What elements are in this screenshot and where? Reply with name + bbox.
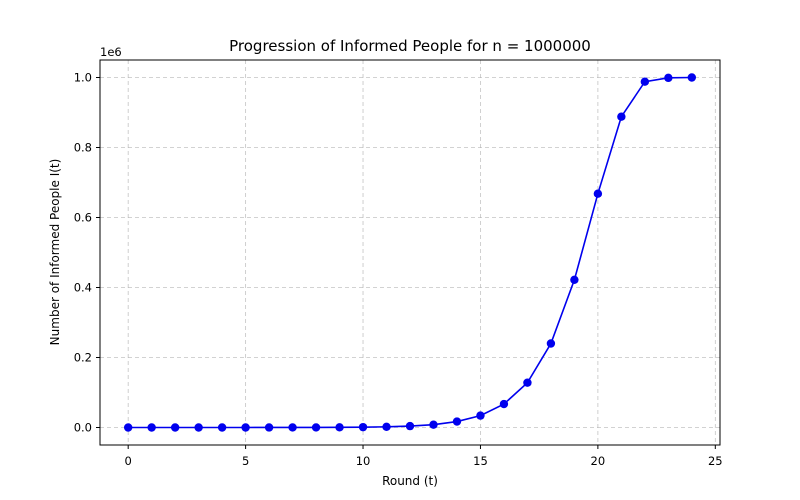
data-point: [288, 423, 297, 432]
data-point: [194, 423, 203, 432]
chart-title: Progression of Informed People for n = 1…: [229, 37, 591, 55]
y-tick-label: 1.0: [74, 71, 92, 85]
data-point: [429, 420, 438, 429]
data-point: [687, 73, 697, 82]
data-point: [664, 73, 673, 83]
data-point: [170, 423, 180, 432]
data-point: [546, 339, 556, 348]
x-tick-label: 5: [242, 454, 249, 468]
x-tick-label: 15: [473, 454, 488, 468]
data-point: [452, 417, 462, 426]
series-layer: [123, 73, 697, 432]
plot-frame: [99, 59, 721, 446]
y-tick-label: 0.6: [74, 211, 92, 225]
x-tick-label: 25: [708, 454, 723, 468]
data-point: [617, 112, 626, 121]
data-point: [499, 399, 509, 409]
data-point: [264, 423, 274, 432]
data-point: [217, 423, 227, 432]
data-point: [358, 422, 368, 432]
y-tick-label: 0.4: [74, 281, 92, 295]
data-point: [241, 423, 250, 432]
data-point: [476, 411, 485, 420]
x-tick-label: 20: [591, 454, 606, 468]
data-point: [593, 189, 603, 198]
y-tick-label: 0.0: [74, 421, 92, 435]
x-tick-label: 10: [356, 454, 371, 468]
data-point: [640, 77, 650, 86]
y-tick-label: 0.2: [74, 351, 92, 365]
y-offset-label: 1e6: [100, 45, 122, 59]
data-point: [570, 275, 579, 284]
data-point: [405, 421, 415, 431]
series-line: [128, 76, 692, 429]
data-point: [123, 423, 133, 432]
x-tick-label: 0: [125, 454, 132, 468]
y-axis-label: Number of Informed People I(t): [48, 159, 62, 346]
x-axis-label: Round (t): [382, 474, 438, 488]
data-point: [311, 423, 321, 432]
data-point: [382, 422, 391, 431]
data-point: [335, 423, 344, 432]
grid-lines: [100, 60, 720, 445]
y-tick-label: 0.8: [74, 141, 92, 155]
data-point: [523, 378, 532, 387]
data-point: [147, 423, 156, 432]
axis-ticks: 0 5 10 15 20 25 0.0 0.2 0.4 0.6 0.8 1.0: [74, 71, 723, 469]
